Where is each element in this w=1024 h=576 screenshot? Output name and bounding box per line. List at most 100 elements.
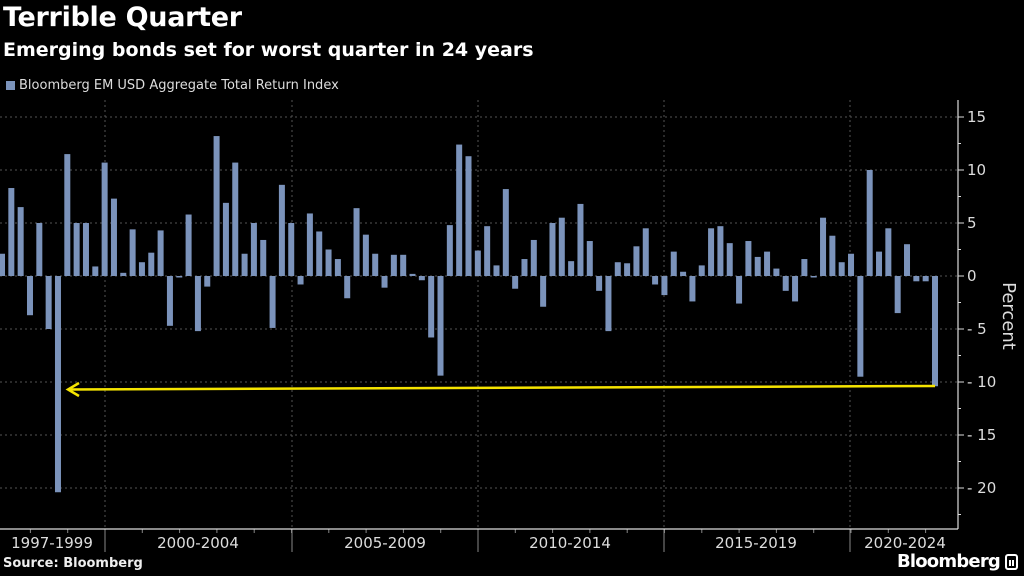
bar xyxy=(306,213,313,276)
bar xyxy=(64,154,71,276)
bar xyxy=(810,276,817,278)
bar xyxy=(250,223,257,276)
bar xyxy=(661,276,668,296)
bar xyxy=(848,253,855,276)
bar xyxy=(54,276,61,493)
bar xyxy=(45,276,52,329)
bar xyxy=(838,262,845,276)
bar xyxy=(353,208,360,276)
bar xyxy=(474,250,481,276)
bar xyxy=(8,188,15,276)
bar xyxy=(605,276,612,332)
bar xyxy=(642,228,649,276)
arrowhead-icon xyxy=(65,381,80,398)
bar xyxy=(801,259,808,276)
bar xyxy=(232,162,239,276)
bar xyxy=(334,259,341,276)
bar xyxy=(36,223,43,276)
y-axis-label: Percent xyxy=(998,282,1019,350)
bloomberg-mark-icon xyxy=(1005,553,1018,570)
bar xyxy=(670,251,677,276)
bar xyxy=(157,230,164,276)
bar xyxy=(148,252,155,276)
x-period-label: 2010-2014 xyxy=(529,534,611,552)
bar xyxy=(166,276,173,326)
x-period-label: 2005-2009 xyxy=(344,534,426,552)
bar xyxy=(558,217,565,276)
bar xyxy=(418,276,425,281)
bar xyxy=(502,189,509,276)
bar xyxy=(614,262,621,276)
bar xyxy=(269,276,276,328)
bar xyxy=(437,276,444,376)
bar xyxy=(708,228,715,276)
bar xyxy=(446,225,453,276)
bar xyxy=(297,276,304,285)
legend: Bloomberg EM USD Aggregate Total Return … xyxy=(6,78,339,93)
bar xyxy=(428,276,435,338)
bar xyxy=(586,241,593,276)
bar xyxy=(773,268,780,276)
bar xyxy=(493,265,500,276)
bar xyxy=(120,272,127,276)
y-tick-label: - 15 xyxy=(967,426,996,444)
bar xyxy=(680,271,687,276)
chart-subtitle: Emerging bonds set for worst quarter in … xyxy=(3,39,534,61)
y-tick-label: 0 xyxy=(967,267,977,285)
bar xyxy=(736,276,743,304)
bar xyxy=(176,276,183,278)
bar xyxy=(624,263,631,276)
bar xyxy=(194,276,201,332)
bar xyxy=(904,244,911,276)
bar xyxy=(456,144,463,276)
bar xyxy=(92,266,99,276)
bar xyxy=(0,253,5,276)
bar xyxy=(213,136,220,276)
y-tick-label: 5 xyxy=(967,214,977,232)
bar xyxy=(792,276,799,302)
legend-swatch xyxy=(6,81,15,90)
bar xyxy=(138,262,145,276)
bar xyxy=(549,223,556,276)
annotation-arrow-line xyxy=(67,384,936,391)
bar xyxy=(577,203,584,276)
x-period-label: 2015-2019 xyxy=(715,534,797,552)
y-tick-label: - 5 xyxy=(967,320,987,338)
y-tick-label: 10 xyxy=(967,161,986,179)
bar xyxy=(129,229,136,276)
bar xyxy=(288,223,295,276)
bar xyxy=(829,235,836,276)
bar xyxy=(820,217,827,276)
bar xyxy=(689,276,696,302)
bar xyxy=(726,243,733,276)
bar xyxy=(922,276,929,282)
y-tick-label: - 20 xyxy=(967,479,996,497)
bar xyxy=(764,251,771,276)
bar xyxy=(885,228,892,276)
bar xyxy=(521,259,528,276)
bar xyxy=(82,223,89,276)
bar xyxy=(362,234,369,276)
bar xyxy=(754,256,761,276)
bar xyxy=(894,276,901,314)
bar xyxy=(26,276,33,316)
source-note: Source: Bloomberg xyxy=(3,556,143,571)
bar xyxy=(717,226,724,276)
logo-text: Bloomberg xyxy=(896,551,1001,572)
y-tick-label: - 10 xyxy=(967,373,996,391)
bar xyxy=(409,273,416,276)
bar xyxy=(866,170,873,276)
bar xyxy=(782,276,789,291)
bar xyxy=(745,241,752,276)
bar xyxy=(484,226,491,276)
bloomberg-logo: Bloomberg xyxy=(897,551,1018,572)
bar xyxy=(876,251,883,276)
bar xyxy=(278,184,285,276)
bar xyxy=(110,198,117,276)
bar xyxy=(260,239,267,276)
legend-label: Bloomberg EM USD Aggregate Total Return … xyxy=(19,78,339,93)
chart-title: Terrible Quarter xyxy=(3,2,242,33)
bar xyxy=(185,214,192,276)
bar xyxy=(204,276,211,287)
